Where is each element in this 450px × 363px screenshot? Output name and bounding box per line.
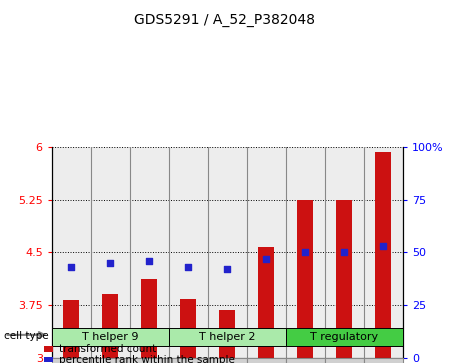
Point — [107, 260, 114, 266]
Bar — [44, 346, 53, 351]
FancyBboxPatch shape — [208, 358, 247, 363]
Bar — [375, 152, 391, 358]
Text: percentile rank within the sample: percentile rank within the sample — [59, 355, 235, 363]
FancyBboxPatch shape — [52, 358, 91, 363]
Bar — [91, 147, 130, 358]
Point — [380, 243, 387, 249]
FancyBboxPatch shape — [286, 328, 403, 346]
FancyBboxPatch shape — [325, 358, 364, 363]
Point — [184, 264, 192, 270]
FancyBboxPatch shape — [52, 328, 169, 346]
Text: T helper 2: T helper 2 — [199, 332, 256, 342]
Bar — [325, 147, 364, 358]
FancyBboxPatch shape — [91, 358, 130, 363]
Bar — [103, 294, 118, 358]
Text: T regulatory: T regulatory — [310, 332, 378, 342]
Text: GDS5291 / A_52_P382048: GDS5291 / A_52_P382048 — [135, 13, 315, 27]
Bar — [141, 279, 157, 358]
Bar — [63, 300, 79, 358]
Bar — [180, 299, 196, 358]
Text: transformed count: transformed count — [59, 344, 156, 354]
Point — [341, 249, 348, 255]
Bar — [247, 147, 286, 358]
Bar — [52, 147, 91, 358]
Bar — [286, 147, 325, 358]
Text: cell type: cell type — [4, 331, 49, 341]
FancyBboxPatch shape — [130, 358, 169, 363]
Point — [68, 264, 75, 270]
Bar — [258, 247, 274, 358]
Bar — [169, 147, 208, 358]
Bar — [130, 147, 169, 358]
FancyBboxPatch shape — [169, 358, 208, 363]
Bar — [220, 310, 235, 358]
FancyBboxPatch shape — [364, 358, 403, 363]
Point — [224, 266, 231, 272]
Bar — [337, 200, 352, 358]
FancyBboxPatch shape — [286, 358, 325, 363]
Point — [302, 249, 309, 255]
Bar — [44, 357, 53, 362]
FancyBboxPatch shape — [247, 358, 286, 363]
FancyBboxPatch shape — [169, 328, 286, 346]
Bar — [364, 147, 403, 358]
Bar — [208, 147, 247, 358]
Text: T helper 9: T helper 9 — [82, 332, 139, 342]
Point — [263, 256, 270, 261]
Point — [146, 258, 153, 264]
Bar — [297, 200, 313, 358]
